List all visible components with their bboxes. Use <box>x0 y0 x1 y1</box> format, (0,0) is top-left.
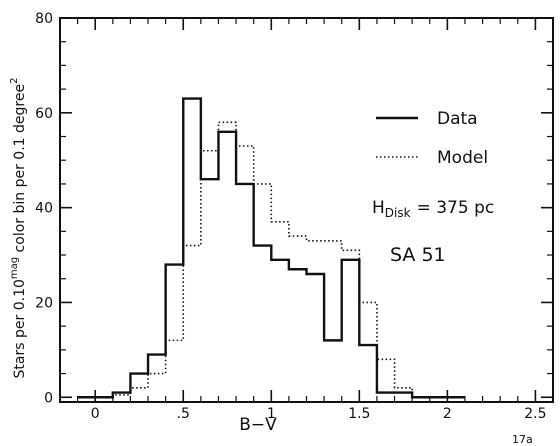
y-tick-label: 80 <box>35 11 53 27</box>
x-tick-label: 1.5 <box>348 406 370 422</box>
y-tick-label: 60 <box>35 106 53 122</box>
hdisk-annotation: HDisk = 375 pc <box>372 198 494 220</box>
x-tick-label: 1 <box>267 406 276 422</box>
y-axis-title-sup2: 2 <box>9 78 20 84</box>
y-tick-label: 0 <box>44 390 53 406</box>
legend-data-label: Data <box>437 109 478 129</box>
hdisk-symbol: H <box>372 198 385 218</box>
x-tick-label: 2 <box>443 406 452 422</box>
x-tick-label: 2.5 <box>524 406 546 422</box>
corner-mark: 17a <box>512 433 533 446</box>
ticks <box>59 17 554 402</box>
model-series-line <box>77 121 465 399</box>
data-series-line <box>77 97 465 399</box>
y-tick-label: 20 <box>35 295 53 311</box>
x-axis-title: B−V <box>239 415 277 435</box>
y-axis-title-part-a: Stars per 0.10 <box>12 279 28 378</box>
hdisk-subscript: Disk <box>385 206 411 220</box>
legend-model-label: Model <box>437 148 488 168</box>
x-tick-label: 0 <box>91 406 100 422</box>
y-axis-title-part-b: color bin per 0.1 degree <box>12 84 28 257</box>
hdisk-value: = 375 pc <box>417 198 495 218</box>
field-annotation: SA 51 <box>390 244 446 266</box>
series-layer <box>77 97 465 399</box>
y-axis-title: Stars per 0.10mag color bin per 0.1 degr… <box>9 78 28 379</box>
x-tick-label: .5 <box>177 406 190 422</box>
tick-labels: 0 .5 1 1.5 2 2.5 0 20 40 60 80 <box>35 11 546 422</box>
y-axis-title-sup1: mag <box>9 257 20 279</box>
y-tick-label: 40 <box>35 201 53 217</box>
